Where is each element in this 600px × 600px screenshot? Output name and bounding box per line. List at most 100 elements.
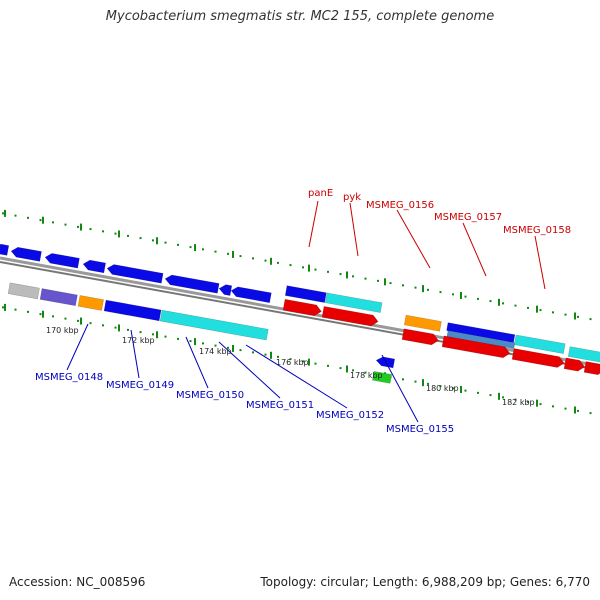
ruler-dot	[152, 239, 154, 242]
bottom-leaders	[66, 323, 419, 423]
ruler-ticks	[4, 209, 576, 414]
gene-label-msmeg-0151[interactable]: MSMEG_0151	[246, 400, 314, 411]
ruler-dot	[427, 288, 429, 291]
topology-summary: Topology: circular; Length: 6,988,209 bp…	[260, 575, 590, 589]
ruler-dot	[127, 234, 129, 237]
gene-feature-blue[interactable]	[230, 286, 272, 303]
gene-feature-blue[interactable]	[218, 284, 233, 296]
ruler-dot	[239, 349, 242, 352]
ruler-dot	[64, 223, 67, 226]
ruler-dot	[364, 277, 367, 280]
gene-feature-cyan[interactable]	[159, 309, 269, 341]
ruler-dot	[464, 295, 467, 298]
scale-label-180: 180 kbp	[426, 384, 459, 393]
ruler-dot	[364, 371, 367, 374]
gene-feature-orange[interactable]	[77, 295, 104, 311]
gene-label-pane[interactable]: panE	[308, 188, 333, 199]
ruler-dot	[514, 398, 517, 401]
gene-feature-green[interactable]	[372, 371, 393, 384]
leader-msmeg-0155	[381, 354, 419, 423]
gene-feature-blue[interactable]	[44, 252, 80, 269]
gene-feature-red[interactable]	[282, 299, 322, 317]
gene-feature-blue[interactable]	[375, 356, 396, 369]
ruler-dots	[2, 212, 592, 415]
ruler-dot	[2, 306, 4, 309]
accession-text: Accession: NC_008596	[9, 575, 146, 589]
ruler-dot	[577, 409, 579, 412]
ruler-dot	[477, 297, 479, 300]
gene-feature-cyan[interactable]	[567, 346, 600, 363]
gene-feature-red[interactable]	[583, 361, 600, 376]
ruler-dot	[552, 405, 554, 408]
gene-feature-blue[interactable]	[82, 259, 106, 274]
gene-feature-blue[interactable]	[103, 299, 162, 322]
gene-feature-blue[interactable]	[10, 246, 42, 262]
gene-feature-red[interactable]	[321, 306, 379, 327]
ruler-dot	[64, 317, 67, 320]
ruler-dot	[39, 219, 42, 222]
ruler-dot	[152, 333, 154, 336]
gene-feature-cyan[interactable]	[324, 292, 383, 313]
ruler-dot	[277, 261, 279, 264]
gene-label-msmeg-0157[interactable]: MSMEG_0157	[434, 212, 502, 223]
gene-feature-steel[interactable]	[446, 330, 516, 349]
gene-feature-red[interactable]	[563, 357, 586, 372]
ruler-dot	[189, 246, 192, 249]
gene-label-msmeg-0148[interactable]: MSMEG_0148	[35, 372, 103, 383]
gene-feature-red[interactable]	[511, 348, 565, 369]
ruler-dot	[189, 340, 192, 343]
gene-feature-cyan[interactable]	[513, 334, 566, 354]
gene-label-msmeg-0150[interactable]: MSMEG_0150	[176, 390, 244, 401]
ruler-dot	[227, 346, 229, 349]
gene-label-msmeg-0155[interactable]: MSMEG_0155	[386, 424, 454, 435]
ruler-dot	[102, 324, 104, 327]
ruler-dot	[489, 394, 492, 397]
gene-label-pyk[interactable]: pyk	[343, 192, 361, 203]
gene-label-msmeg-0149[interactable]: MSMEG_0149	[106, 380, 174, 391]
ruler-dot	[289, 358, 292, 361]
gene-feature-purple[interactable]	[39, 288, 78, 307]
ruler-dot	[564, 313, 567, 316]
leader-msmeg-0151	[218, 341, 281, 399]
leader-msmeg-0150	[185, 336, 209, 389]
gene-label-msmeg-0158[interactable]: MSMEG_0158	[503, 225, 571, 236]
ruler-dot	[477, 391, 479, 394]
ruler-dot	[239, 255, 242, 258]
gene-feature-blue[interactable]	[164, 274, 220, 294]
gene-label-msmeg-0152[interactable]: MSMEG_0152	[316, 410, 384, 421]
gene-feature-blue[interactable]	[0, 243, 10, 256]
ruler-dot	[314, 362, 317, 365]
ruler-dot	[539, 309, 542, 312]
ruler-dot	[27, 216, 29, 219]
leader-msmeg-0152	[245, 344, 348, 409]
gene-feature-blue[interactable]	[284, 285, 327, 303]
ruler-dot	[527, 400, 529, 403]
gene-feature-orange[interactable]	[403, 314, 442, 332]
ruler-dot	[177, 243, 179, 246]
gene-feature-gray[interactable]	[7, 282, 40, 300]
ruler-dot	[327, 270, 329, 273]
ruler-dot	[327, 364, 329, 367]
feature-track[interactable]	[0, 243, 600, 384]
ruler-dot	[114, 232, 117, 235]
ruler-dot	[452, 387, 454, 390]
ruler-dot	[264, 259, 267, 262]
gene-feature-red[interactable]	[441, 335, 511, 359]
leader-msmeg-0149	[130, 329, 140, 379]
ruler-dot	[502, 302, 504, 305]
leader-pane	[308, 200, 319, 248]
ruler-dot	[314, 268, 317, 271]
ruler-dot	[214, 250, 217, 253]
gene-feature-red[interactable]	[401, 328, 439, 346]
ruler-dot	[14, 214, 17, 217]
ruler-dot	[452, 293, 454, 296]
ruler-dot	[414, 380, 417, 383]
gene-feature-blue[interactable]	[106, 263, 164, 284]
leader-msmeg-0158	[534, 235, 546, 290]
ruler-dot	[214, 344, 217, 347]
ruler-dot	[339, 273, 342, 276]
ruler-dot	[352, 275, 354, 278]
leader-pyk	[349, 202, 359, 257]
gene-label-msmeg-0156[interactable]: MSMEG_0156	[366, 200, 434, 211]
